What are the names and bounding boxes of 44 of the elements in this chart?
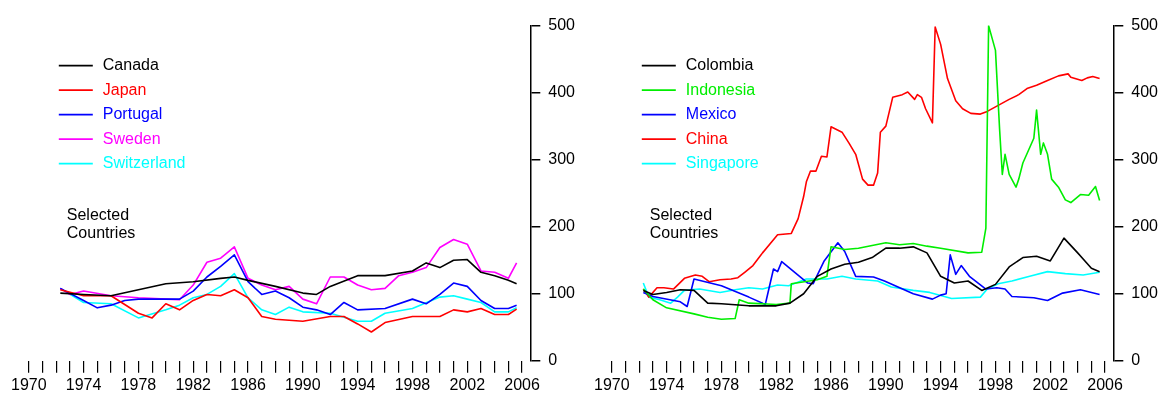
x-tick-label: 1998 — [394, 375, 431, 393]
x-tick-label: 1982 — [175, 375, 212, 393]
y-tick-label: 200 — [548, 217, 576, 235]
x-tick-label: 1986 — [813, 375, 849, 393]
y-tick-label: 300 — [1131, 150, 1159, 168]
y-tick-label: 200 — [1131, 217, 1159, 235]
x-tick-label: 1990 — [285, 375, 321, 393]
x-tick-label: 2002 — [1032, 375, 1069, 393]
y-tick-label: 0 — [548, 351, 558, 369]
x-tick-label: 1982 — [758, 375, 795, 393]
annotation: Selected Countries — [649, 206, 719, 242]
y-tick-label: 100 — [1131, 284, 1159, 302]
y-tick-label: 500 — [548, 16, 576, 34]
x-tick-label: 1978 — [120, 375, 157, 393]
y-tick-label: 300 — [548, 150, 576, 168]
x-tick-label: 2006 — [504, 375, 540, 393]
x-tick-label: 1974 — [648, 375, 685, 393]
legend-label: Switzerland — [102, 154, 186, 172]
x-tick-label: 1974 — [65, 375, 102, 393]
y-tick-label: 400 — [548, 83, 576, 101]
x-tick-label: 1978 — [703, 375, 740, 393]
x-tick-label: 1970 — [11, 375, 47, 393]
legend-label: Portugal — [102, 105, 163, 123]
x-tick-label: 1994 — [922, 375, 959, 393]
y-tick-label: 100 — [548, 284, 576, 302]
y-tick-label: 500 — [1131, 16, 1159, 34]
x-tick-label: 1986 — [230, 375, 266, 393]
legend-label: Singapore — [685, 154, 759, 172]
x-tick-label: 2002 — [449, 375, 486, 393]
x-tick-label: 1994 — [339, 375, 376, 393]
x-tick-label: 2006 — [1087, 375, 1123, 393]
y-tick-label: 0 — [1131, 351, 1141, 369]
x-tick-label: 1990 — [868, 375, 904, 393]
legend-label: China — [685, 129, 728, 147]
legend-label: Canada — [102, 56, 159, 74]
legend-label: Colombia — [685, 56, 754, 74]
y-tick-label: 400 — [1131, 83, 1159, 101]
x-tick-label: 1998 — [977, 375, 1014, 393]
legend-label: Mexico — [685, 105, 737, 123]
legend-label: Indonesia — [685, 80, 756, 98]
legend-label: Japan — [102, 80, 147, 98]
legend-label: Sweden — [102, 129, 161, 147]
x-tick-label: 1970 — [594, 375, 630, 393]
annotation: Selected Countries — [66, 206, 136, 242]
